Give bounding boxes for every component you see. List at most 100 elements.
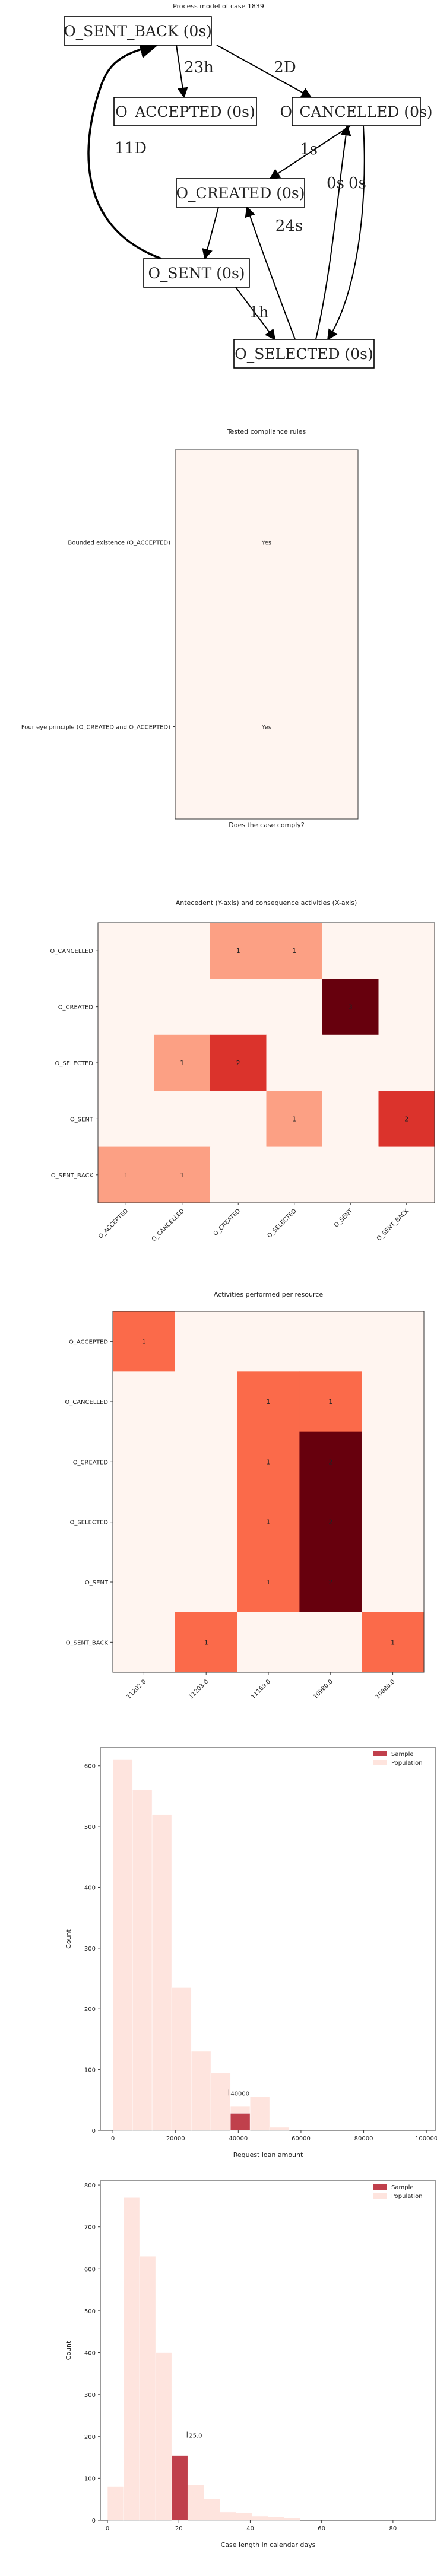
histogram-annotation: 25.0 [189,2433,202,2440]
compliance-cell-area [175,449,359,820]
heatmap-cell-value: 2 [404,1115,408,1123]
heatmap-row-label: O_CANCELLED [65,1399,108,1406]
heatmap-cell-value: 1 [328,1398,332,1406]
edge-label-sent-to-selected: 1h [249,304,269,322]
edge-sent-to-selected [235,287,276,341]
heatmap-cell [362,1431,425,1492]
heatmap-column-label: O_SENT [333,1208,354,1229]
heatmap-cell [322,1034,379,1091]
heatmap-row-label: O_SELECTED [69,1520,108,1526]
edge-label-selected-to-created: 24s [276,217,303,235]
heatmap-cell [175,1311,238,1372]
heatmap-cell-value: 1 [142,1338,146,1346]
heatmap-cell-value: 1 [180,1059,184,1067]
heatmap-cell-value: 1 [267,1519,271,1526]
heatmap-cell [113,1492,176,1552]
legend-label: Sample [391,1751,414,1758]
heatmap-column-label: O_ACCEPTED [97,1208,130,1240]
heatmap-cell [322,1146,379,1203]
population-bar [171,1987,192,2131]
legend-swatch [373,1751,387,1756]
heatmap-cell [210,923,267,979]
heatmap-cell [378,923,435,979]
edge-sent_back-to-cancelled [216,45,312,98]
population-bar [139,2256,156,2521]
heatmap-row-label: O_CANCELLED [50,948,93,955]
histogram-xtick-label: 20000 [166,2136,185,2142]
heatmap-cell [210,1146,267,1203]
heatmap-cell-value: 1 [391,1638,395,1646]
heatmap-cell-value: 1 [236,947,240,955]
heatmap-cell [322,923,379,979]
heatmap-cell [237,1311,300,1372]
heatmap-cell [237,1612,300,1673]
histogram-annotation: 40000 [230,2091,249,2097]
heatmap-cell [378,979,435,1036]
heatmap-cell [322,979,379,1036]
population-bar [155,2352,172,2521]
histogram-xtick-label: 60000 [292,2136,311,2142]
histogram-ytick-label: 100 [84,2476,96,2482]
population-bar [252,2515,268,2521]
histogram-ytick-label: 500 [84,2308,96,2315]
histogram-xtick-label: 100000 [415,2136,437,2142]
heatmap-cell [266,923,323,979]
histogram-xtick-label: 0 [106,2526,109,2532]
histogram-ytick-label: 200 [84,2006,96,2013]
heatmap-cell [237,1371,300,1432]
histogram-ytick-label: 600 [84,1764,96,1770]
heatmap-cell [175,1371,238,1432]
sample-bar [230,2113,251,2131]
heatmap-title: Activities performed per resource [214,1291,323,1298]
legend-swatch [373,2193,387,2199]
heatmap-column-label: 10880.0 [375,1678,397,1700]
heatmap-cell [362,1311,425,1372]
histogram-xtick-label: 40 [246,2526,254,2532]
node-box-sent [143,258,250,288]
histogram-ytick-label: 600 [84,2266,96,2273]
histogram-xtick-label: 60 [318,2526,325,2532]
heatmap-cell [113,1371,176,1432]
heatmap-cell-value: 2 [328,1578,332,1586]
heatmap-cell-value: 2 [236,1059,240,1067]
heatmap-cell [113,1311,176,1372]
heatmap-cell [299,1311,362,1372]
histogram-xtick-label: 80000 [354,2136,373,2142]
heatmap-cell [362,1612,425,1673]
histogram-xtick-label: 40000 [229,2136,248,2142]
population-bar [187,2484,204,2521]
heatmap-column-label: 11169.0 [250,1678,272,1700]
node-box-accepted [113,97,257,126]
heatmap-cell [154,1034,211,1091]
edge-cancelled-to-selected [327,125,365,341]
heatmap-row-label: O_SENT [85,1580,109,1586]
heatmap-cell [299,1612,362,1673]
population-bar [220,2511,236,2521]
heatmap-cell [299,1431,362,1492]
heatmap-cell [322,1091,379,1148]
compliance-xlabel: Does the case comply? [229,821,305,829]
heatmap-column-label: O_SELECTED [266,1208,298,1240]
population-bar [123,2197,140,2521]
node-box-cancelled [292,97,421,126]
population-bar [107,2486,124,2521]
histogram-ytick-label: 100 [84,2067,96,2074]
edge-cancelled-to-created [269,125,351,179]
population-bar [210,2072,231,2131]
node-label-sent_back: O_SENT_BACK (0s) [64,23,212,40]
population-bar [269,2127,290,2131]
node-label-created: O_CREATED (0s) [176,185,305,202]
heatmap-row-label: O_SENT [70,1116,94,1123]
population-bar [151,1814,172,2131]
heatmap-cell [98,979,154,1036]
population-bar [112,1759,133,2131]
loan-amount-histogram: 0 20000 40000 60000 80000 100000 0 100 200 300 400… [65,1747,437,2159]
heatmap-cell [378,1091,435,1148]
edge-label-cancelled-to-selected: 0s [349,174,366,192]
histogram-ylabel: Count [65,1929,72,1948]
histogram-xtick-label: 0 [111,2136,115,2142]
legend-label: Population [391,2193,423,2200]
heatmap-cell [299,1492,362,1552]
legend-swatch [373,1760,387,1765]
population-bar [132,1790,153,2131]
